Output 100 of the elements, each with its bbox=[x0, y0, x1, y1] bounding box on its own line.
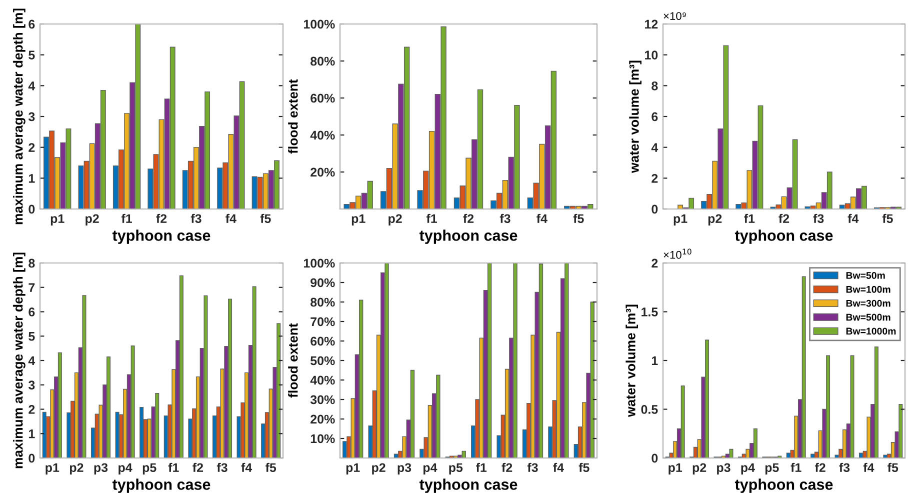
y-tick-label: 30% bbox=[310, 395, 335, 404]
y-tick-label: 2 bbox=[652, 174, 658, 183]
y-axis-title: flood extent bbox=[288, 323, 298, 398]
text: ×10⁹ bbox=[664, 12, 686, 20]
x-tick-label: f1 bbox=[744, 214, 755, 223]
x-tick-label: p1 bbox=[674, 214, 688, 226]
y-tick-label: 7 bbox=[28, 283, 35, 292]
x-tick-label: f2 bbox=[814, 462, 826, 472]
x-tick-label: p2 bbox=[372, 463, 386, 475]
x-tick-label: f2 bbox=[502, 462, 512, 472]
legend-label: Bw=50m bbox=[846, 272, 885, 279]
text: ×10$^{10}$ bbox=[664, 248, 692, 259]
y-tick-label: 20% bbox=[310, 414, 335, 424]
x-tick-label: f4 bbox=[241, 462, 252, 472]
y-tick-label: 0 bbox=[28, 454, 35, 463]
y-axis-title: maximum average water depth [m] bbox=[13, 8, 26, 224]
x-tick-label: f4 bbox=[226, 214, 236, 223]
y-tick-label: 10 bbox=[645, 50, 658, 60]
y-tick-label: 8 bbox=[28, 258, 35, 268]
x-tick-label: f3 bbox=[190, 214, 202, 224]
x-tick-label: p4 bbox=[423, 463, 438, 475]
x-tick-label: p1 bbox=[668, 463, 682, 475]
y-tick-label: 1.5 bbox=[642, 308, 658, 316]
x-axis-title: typhoon case bbox=[419, 478, 518, 493]
x-tick-label: f5 bbox=[578, 462, 590, 472]
y-tick-label: 3 bbox=[28, 380, 35, 390]
x-tick-label: f5 bbox=[882, 214, 893, 224]
y-tick-label: 50% bbox=[310, 356, 335, 366]
x-tick-label: f4 bbox=[536, 214, 548, 223]
y-tick-label: 2 bbox=[28, 143, 35, 152]
y-tick-label: 6 bbox=[652, 112, 658, 122]
x-tick-label: f3 bbox=[813, 214, 824, 224]
x-tick-label: p2 bbox=[86, 214, 99, 226]
x-axis-title: typhoon case bbox=[112, 230, 210, 244]
y-tick-label: 20% bbox=[310, 168, 335, 177]
y-tick-label: 0 bbox=[28, 204, 35, 214]
y-axis-title: water volume [m³] bbox=[626, 304, 638, 417]
x-tick-label: f1 bbox=[168, 462, 179, 472]
x-axis-title: typhoon case bbox=[734, 230, 833, 244]
y-tick-label: 5 bbox=[28, 50, 35, 60]
y-tick-label: 1 bbox=[28, 430, 35, 438]
y-tick-label: 100% bbox=[304, 258, 335, 268]
x-tick-label: p3 bbox=[94, 463, 108, 475]
y-axis-title: flood extent bbox=[288, 79, 298, 154]
y-tick-label: 1 bbox=[28, 174, 35, 183]
legend-label: Bw=500m bbox=[846, 314, 890, 321]
x-tick-label: p2 bbox=[388, 214, 402, 226]
x-axis-title: typhoon case bbox=[734, 478, 833, 493]
x-tick-label: f4 bbox=[863, 462, 874, 472]
y-tick-label: 2 bbox=[28, 405, 35, 414]
x-tick-label: p1 bbox=[352, 214, 366, 226]
x-tick-label: p5 bbox=[765, 463, 779, 475]
x-tick-label: f1 bbox=[476, 462, 487, 472]
x-tick-label: f5 bbox=[573, 214, 584, 224]
x-tick-label: p2 bbox=[708, 214, 722, 226]
x-tick-label: f3 bbox=[500, 214, 510, 224]
x-tick-label: f3 bbox=[527, 462, 538, 472]
y-tick-label: 40% bbox=[310, 130, 335, 140]
y-tick-label: 0 bbox=[652, 204, 658, 214]
x-tick-label: f3 bbox=[839, 462, 850, 472]
y-tick-label: 5 bbox=[28, 332, 35, 341]
x-tick-label: f5 bbox=[266, 462, 276, 472]
x-tick-label: p3 bbox=[398, 463, 412, 475]
y-tick-label: 4 bbox=[651, 143, 658, 152]
x-tick-label: f2 bbox=[463, 214, 474, 223]
x-tick-label: p5 bbox=[142, 463, 156, 475]
x-tick-label: p4 bbox=[741, 463, 755, 475]
y-tick-label: 80% bbox=[310, 298, 335, 307]
x-axis-title: typhoon case bbox=[112, 478, 210, 493]
x-tick-label: p2 bbox=[692, 463, 706, 475]
x-tick-label: f5 bbox=[260, 214, 271, 224]
x-tick-label: f1 bbox=[121, 214, 132, 223]
y-tick-label: 60% bbox=[310, 336, 335, 346]
y-tick-label: 12 bbox=[645, 20, 658, 29]
y-tick-label: 0.5 bbox=[641, 405, 658, 414]
legend-label: Bw=1000m bbox=[846, 328, 896, 335]
x-tick-label: f1 bbox=[790, 462, 802, 472]
y-tick-label: 6 bbox=[28, 20, 35, 29]
y-tick-label: 40% bbox=[310, 376, 335, 385]
y-tick-label: 1 bbox=[652, 356, 658, 366]
x-tick-label: p1 bbox=[50, 214, 64, 226]
y-tick-label: 10% bbox=[310, 434, 335, 444]
x-tick-label: f2 bbox=[778, 214, 790, 223]
x-tick-label: f5 bbox=[888, 462, 898, 472]
x-tick-label: p1 bbox=[346, 463, 360, 475]
y-tick-label: 70% bbox=[310, 317, 335, 326]
x-tick-label: p3 bbox=[717, 463, 730, 475]
x-tick-label: f4 bbox=[848, 214, 859, 223]
x-tick-label: p2 bbox=[70, 463, 84, 475]
x-tick-label: f1 bbox=[426, 214, 437, 223]
y-tick-label: 2 bbox=[652, 258, 658, 268]
y-tick-label: 8 bbox=[652, 81, 658, 90]
y-tick-label: 0 bbox=[652, 454, 658, 463]
y-axis-title: maximum average water depth [m] bbox=[13, 252, 26, 468]
x-axis-title: typhoon case bbox=[419, 230, 518, 244]
y-tick-label: 4 bbox=[28, 356, 36, 366]
x-tick-label: f2 bbox=[192, 462, 204, 472]
y-tick-label: 100% bbox=[304, 20, 335, 29]
y-tick-label: 6 bbox=[28, 308, 35, 316]
y-axis-title: water volume [m³] bbox=[629, 60, 642, 173]
